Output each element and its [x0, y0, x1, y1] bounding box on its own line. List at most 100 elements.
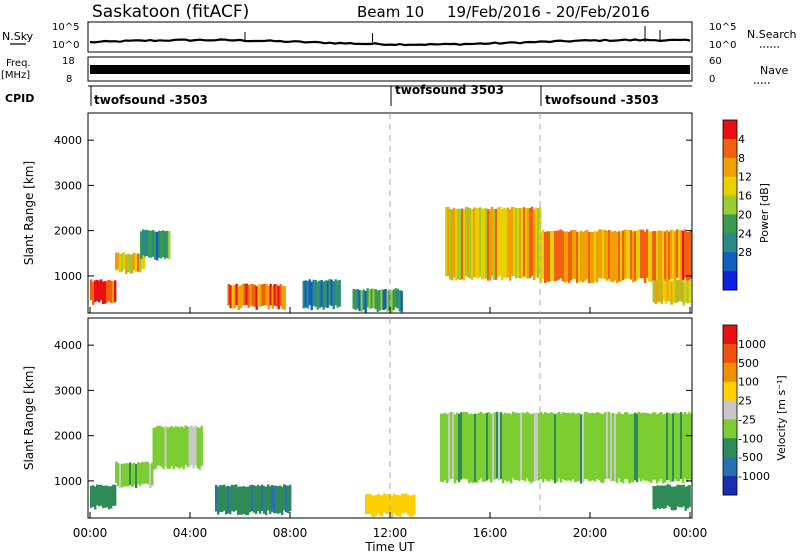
power-echo-cell — [491, 206, 494, 276]
nsky-tick-bottom: 10^0 — [52, 40, 79, 51]
power-ytick-label: 2000 — [54, 225, 82, 238]
power-echo-cell — [592, 231, 595, 283]
velocity-echo-cell — [178, 427, 181, 469]
power-echo-cell — [123, 252, 126, 270]
velocity-echo-cell — [668, 412, 671, 481]
velocity-echo-cell — [160, 426, 163, 468]
velocity-echo-cell — [389, 493, 392, 514]
velocity-echo-cell — [606, 412, 609, 479]
velocity-colorbar-swatch — [723, 381, 737, 401]
x-tick-label: 00:00 — [673, 526, 708, 540]
velocity-echo-cell — [464, 411, 467, 479]
power-echo-cell — [630, 230, 633, 280]
velocity-echo-cell — [522, 412, 525, 481]
velocity-echo-cell — [385, 494, 388, 515]
velocity-echo-cell — [151, 462, 154, 486]
velocity-echo-cell — [152, 427, 155, 470]
velocity-echo-cell — [490, 413, 493, 483]
velocity-echo-cell — [656, 485, 659, 508]
velocity-colorbar-tick: -500 — [738, 451, 763, 464]
freq-unit: [MHz] — [1, 70, 30, 81]
power-echo-cell — [614, 230, 617, 281]
velocity-colorbar-swatch — [723, 457, 737, 477]
power-echo-cell — [542, 229, 545, 279]
power-panel: 1000 2000 3000 4000 Slant Range [km] 4 8 12 16… — [22, 112, 771, 314]
velocity-echo-cell — [119, 463, 122, 488]
power-echo-cell — [392, 289, 395, 311]
velocity-echo-cell — [164, 426, 167, 467]
power-echo-cell — [166, 230, 169, 259]
power-echo-cell — [535, 207, 538, 277]
power-grid — [389, 113, 541, 313]
velocity-echo-cell — [102, 485, 105, 509]
power-colorbar: 4 8 12 16 20 24 28 — [722, 119, 752, 291]
velocity-echo-cell — [373, 495, 376, 518]
power-echo-cell — [493, 208, 496, 280]
velocity-echo-cell — [383, 493, 386, 513]
velocity-colorbar-tick: -25 — [738, 413, 756, 426]
velocity-echo-cell — [612, 413, 615, 481]
power-echo-cell — [529, 207, 532, 278]
velocity-echo-cell — [482, 413, 485, 482]
velocity-echo-cell — [162, 427, 165, 470]
power-echo-cell — [533, 209, 536, 281]
power-echo-cell — [318, 280, 321, 308]
power-echo-cell — [156, 231, 159, 261]
freq-tick-top: 18 — [62, 56, 75, 67]
velocity-echo-cell — [271, 485, 274, 512]
power-echo-cell — [94, 280, 97, 302]
power-echo-cell — [265, 283, 268, 306]
power-echo-cell — [556, 230, 559, 281]
velocity-echo-cell — [96, 484, 99, 506]
power-echo-cell — [499, 206, 502, 276]
power-echo-cell — [680, 230, 683, 280]
power-echo-cell — [271, 285, 274, 309]
velocity-echo-cell — [405, 493, 408, 513]
velocity-ytick-label: 4000 — [54, 339, 82, 352]
velocity-echo-cell — [586, 412, 589, 480]
power-echo-cell — [131, 254, 134, 274]
power-echo-cell — [666, 230, 669, 280]
velocity-echo-cell — [442, 413, 445, 483]
velocity-echo-cell — [454, 414, 457, 484]
power-colorbar-swatch — [723, 176, 737, 196]
power-echo-cell — [676, 229, 679, 278]
velocity-echo-cell — [190, 425, 193, 466]
power-echo-cell — [550, 231, 553, 282]
power-echo-cell — [604, 229, 607, 279]
power-echo-cell — [511, 207, 514, 277]
power-echo-cell — [96, 279, 99, 302]
velocity-echo-cell — [614, 413, 617, 482]
power-echo-cell — [332, 281, 335, 310]
velocity-echo-cell — [630, 413, 633, 483]
power-echo-cell — [306, 280, 309, 309]
power-echo-cell — [582, 231, 585, 283]
velocity-echo-cell — [129, 462, 132, 485]
power-echo-cell — [656, 231, 659, 282]
power-echo-cell — [519, 208, 522, 279]
velocity-echo-cell — [98, 485, 101, 507]
velocity-echo-cell — [686, 485, 689, 509]
velocity-echo-cell — [393, 493, 396, 514]
velocity-echo-cell — [135, 464, 138, 488]
velocity-echo-cell — [387, 494, 390, 514]
power-echo-cell — [596, 231, 599, 283]
power-echo-cell — [676, 279, 679, 303]
power-echo-cell — [273, 284, 276, 306]
power-echo-cell — [682, 230, 685, 281]
power-echo-cell — [112, 280, 115, 304]
velocity-echo-cell — [636, 413, 639, 483]
velocity-echo-cell — [259, 486, 262, 514]
power-echo-cell — [660, 230, 663, 281]
velocity-echo-cell — [192, 427, 195, 469]
velocity-echo-cell — [149, 464, 152, 489]
velocity-echo-cell — [562, 412, 565, 480]
power-echo-cell — [259, 284, 262, 307]
power-echo-cell — [304, 280, 307, 308]
power-echo-cell — [606, 230, 609, 281]
power-colorbar-swatch — [723, 252, 737, 272]
power-echo-cell — [505, 208, 508, 279]
power-echo-cell — [636, 230, 639, 280]
power-echo-cell — [620, 231, 623, 282]
freq-strip: Freq. [MHz] 18 8 60 0 Nave — [1, 56, 788, 85]
